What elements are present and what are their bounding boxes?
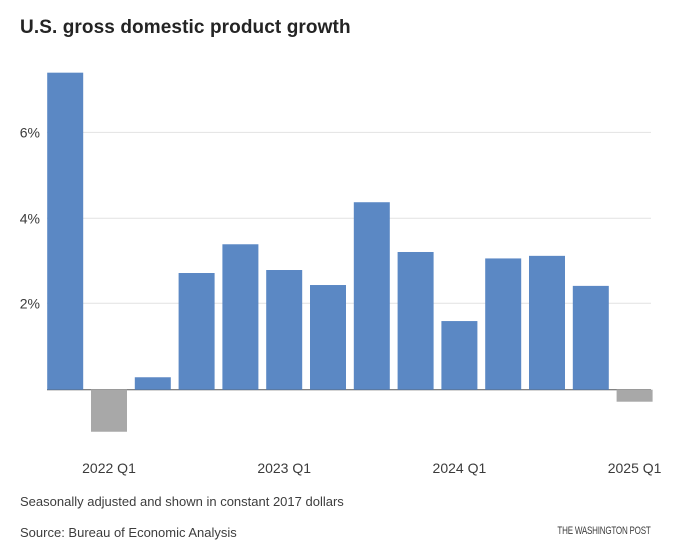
svg-text:2023 Q1: 2023 Q1 (257, 460, 311, 476)
svg-text:2025 Q1: 2025 Q1 (608, 460, 662, 476)
svg-text:2022 Q1: 2022 Q1 (82, 460, 136, 476)
svg-text:2024 Q1: 2024 Q1 (433, 460, 487, 476)
svg-text:2%: 2% (20, 295, 40, 311)
svg-text:6%: 6% (20, 124, 40, 140)
svg-text:4%: 4% (20, 210, 40, 226)
